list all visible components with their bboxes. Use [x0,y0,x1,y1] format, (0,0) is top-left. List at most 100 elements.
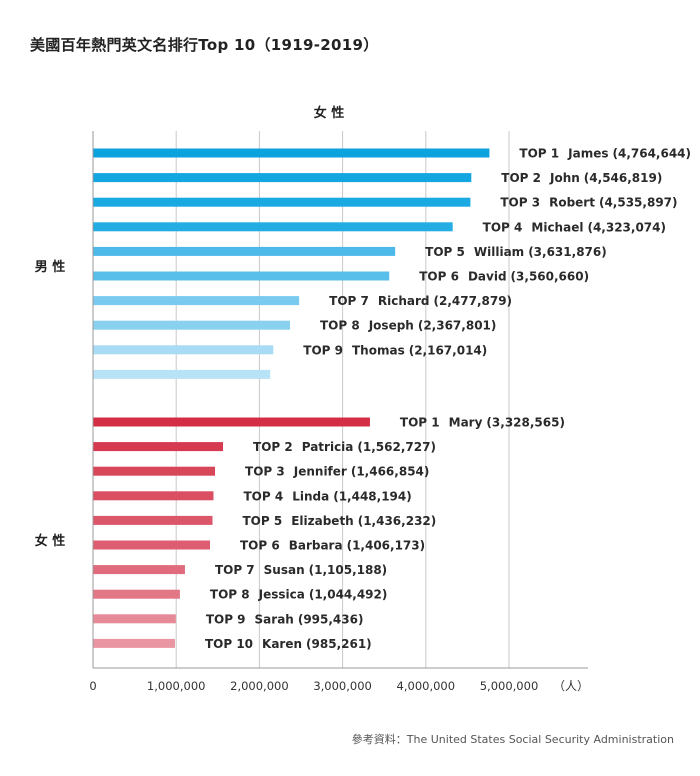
bar-value: (1,562,727) [357,440,436,454]
bar-value: (1,466,854) [351,465,430,479]
bar-rank: TOP 7 [215,563,255,577]
bar-value: (1,436,232) [358,514,437,528]
x-tick-label: 2,000,000 [230,679,289,693]
source-note: 參考資料：The United States Social Security A… [351,733,674,746]
bar-rank: TOP 2 [253,440,293,454]
bar-name: Thomas [352,343,405,357]
bar-rank: TOP 6 [419,270,459,284]
bar-name: David [468,270,507,284]
bars [93,148,490,648]
bar [93,614,176,624]
bar-name: Patricia [302,440,354,454]
bar-rank: TOP 3 [500,196,540,210]
axes: 0 1,000,000 2,000,000 3,000,000 4,000,000 5,0… [35,105,589,693]
bar [93,369,271,379]
bar-name: Jessica [258,588,305,602]
bar [93,638,175,648]
bar-rank: TOP 9 [303,343,343,357]
bar [93,515,213,525]
bar-name: James [567,147,608,161]
bar-label: TOP 3 Robert (4,535,897) [500,196,677,210]
bar-rank: TOP 5 [425,245,465,259]
bar-label: TOP 2 Patricia (1,562,727) [253,440,436,454]
bar-label: TOP 1 James (4,764,644) [519,147,691,161]
bar-label: TOP 4 Michael (4,323,074) [483,220,666,234]
bar [93,222,453,232]
bar-labels: TOP 1 James (4,764,644) TOP 2 John (4,546,819… [205,147,691,651]
bar-name: Michael [531,220,583,234]
bar-rank: TOP 8 [320,319,360,333]
bar-name: Sarah [255,612,294,626]
bar [93,491,214,501]
bar-label: TOP 3 Jennifer (1,466,854) [245,465,429,479]
bar [93,246,396,256]
bar-value: (4,323,074) [587,220,666,234]
bar-label: TOP 5 Elizabeth (1,436,232) [242,514,436,528]
bar-value: (4,546,819) [584,171,663,185]
bar-label: TOP 4 Linda (1,448,194) [243,489,411,503]
bar [93,417,370,427]
bar-value: (1,105,188) [309,563,388,577]
bar [93,148,490,158]
bar-rank: TOP 2 [501,171,541,185]
bar [93,345,274,355]
bar-label: TOP 7 Richard (2,477,879) [329,294,512,308]
bar-rank: TOP 10 [205,637,253,651]
bar [93,565,185,575]
bar-rank: TOP 3 [245,465,285,479]
bar [93,589,180,599]
bar-name: Karen [262,637,302,651]
bar-rank: TOP 1 [400,416,440,430]
bar-name: Mary [449,416,483,430]
x-unit-label: （人） [553,679,589,693]
bar-label: TOP 9 Sarah (995,436) [206,612,364,626]
bar-name: Barbara [289,539,343,553]
bar-value: (3,560,660) [511,270,590,284]
bar-rank: TOP 5 [242,514,282,528]
grid-lines [175,131,510,668]
bar [93,296,300,306]
bar-value: (985,261) [306,637,372,651]
bar-name: Linda [292,489,329,503]
bar-value: (3,328,565) [486,416,565,430]
bar [93,466,216,476]
group-label: 男 性 [35,259,66,275]
x-tick-label: 1,000,000 [147,679,206,693]
bar-name: William [474,245,524,259]
bar-label: TOP 9 Thomas (2,167,014) [303,343,487,357]
bar-label: TOP 2 John (4,546,819) [501,171,662,185]
bar-name: Jennifer [293,465,347,479]
bar [93,271,390,281]
bar-label: TOP 1 Mary (3,328,565) [400,416,565,430]
bar-label: TOP 8 Jessica (1,044,492) [210,588,387,602]
bar [93,197,471,207]
bar [93,442,224,452]
bar-name: Robert [549,196,595,210]
bar-value: (1,448,194) [333,489,412,503]
bar-name: Richard [378,294,430,308]
bar-rank: TOP 7 [329,294,369,308]
bar-label: TOP 6 Barbara (1,406,173) [240,539,425,553]
x-tick-label: 3,000,000 [313,679,372,693]
bar-value: (2,367,801) [418,319,497,333]
bar-label: TOP 7 Susan (1,105,188) [215,563,387,577]
bar-value: (4,535,897) [599,196,678,210]
bar-value: (3,631,876) [528,245,607,259]
bar-label: TOP 5 William (3,631,876) [425,245,607,259]
x-tick-label: 4,000,000 [397,679,456,693]
bar-label: TOP 10 Karen (985,261) [205,637,372,651]
bar-rank: TOP 4 [243,489,283,503]
bar-label: TOP 6 David (3,560,660) [419,270,589,284]
bar-name: Elizabeth [291,514,354,528]
bar-value: (1,044,492) [309,588,388,602]
bar-value: (995,436) [298,612,364,626]
bar-name: Joseph [368,319,414,333]
bar-label: TOP 8 Joseph (2,367,801) [320,319,496,333]
bar-value: (4,764,644) [612,147,691,161]
bar-name: John [549,171,580,185]
bar [93,540,210,550]
bar-rank: TOP 4 [483,220,523,234]
x-tick-label: 5,000,000 [480,679,539,693]
x-tick-label: 0 [89,679,96,693]
bar-rank: TOP 6 [240,539,280,553]
